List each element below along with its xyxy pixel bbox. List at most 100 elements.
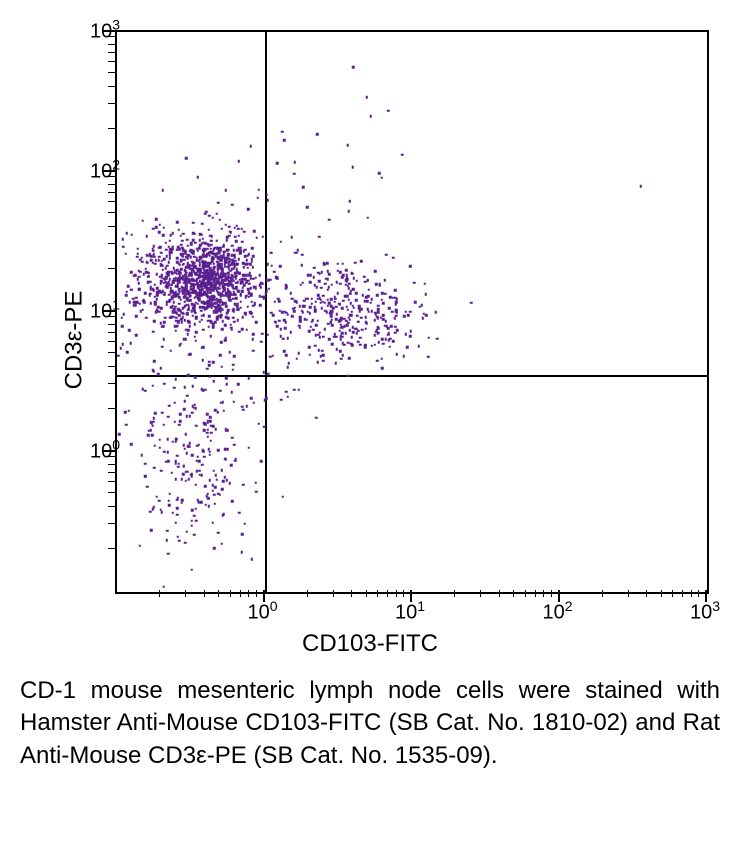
scatter-point: [313, 276, 316, 279]
scatter-point: [165, 282, 168, 285]
scatter-point: [173, 277, 176, 280]
scatter-point: [237, 319, 240, 322]
scatter-point: [227, 253, 230, 256]
scatter-point: [315, 300, 318, 303]
scatter-point: [338, 302, 341, 305]
scatter-point: [233, 256, 236, 259]
scatter-point: [268, 279, 271, 282]
scatter-point: [377, 317, 380, 320]
scatter-point: [222, 480, 225, 483]
scatter-point: [175, 462, 178, 465]
scatter-point: [199, 473, 202, 476]
scatter-point: [155, 496, 158, 499]
scatter-point: [226, 383, 229, 386]
scatter-point: [165, 249, 168, 252]
scatter-point: [436, 337, 439, 340]
scatter-point: [180, 259, 183, 262]
scatter-point: [174, 271, 177, 274]
scatter-point: [231, 273, 234, 276]
y-tick-minor: [108, 72, 115, 73]
scatter-point: [306, 310, 309, 313]
scatter-point: [211, 217, 214, 220]
scatter-point: [300, 264, 303, 267]
scatter-point: [126, 291, 129, 294]
scatter-point: [251, 247, 254, 250]
scatter-point: [151, 384, 154, 387]
scatter-point: [214, 428, 217, 431]
scatter-point: [366, 96, 369, 99]
scatter-point: [279, 335, 282, 338]
scatter-point: [157, 373, 160, 376]
scatter-point: [133, 274, 136, 277]
scatter-point: [219, 316, 222, 319]
scatter-point: [271, 265, 274, 268]
scatter-point: [185, 452, 188, 455]
scatter-point: [383, 279, 386, 282]
scatter-point: [425, 314, 428, 317]
scatter-point: [216, 479, 219, 482]
scatter-point: [341, 307, 344, 310]
scatter-point: [243, 284, 246, 287]
scatter-point: [234, 275, 237, 278]
scatter-point: [157, 306, 160, 309]
scatter-point: [370, 115, 373, 118]
scatter-point: [230, 391, 233, 394]
scatter-point: [121, 325, 124, 328]
scatter-point: [242, 250, 245, 253]
x-tick-minor: [377, 590, 378, 597]
scatter-point: [385, 254, 388, 257]
scatter-point: [158, 500, 161, 503]
scatter-point: [153, 360, 156, 363]
scatter-point: [207, 326, 210, 329]
scatter-point: [328, 218, 331, 221]
scatter-point: [122, 343, 125, 346]
scatter-point: [252, 401, 255, 404]
scatter-point: [350, 336, 353, 339]
x-tick-minor: [185, 590, 186, 597]
scatter-point: [428, 337, 431, 340]
scatter-point: [227, 309, 230, 312]
scatter-point: [374, 319, 377, 322]
scatter-point: [263, 371, 266, 374]
scatter-point: [367, 289, 370, 292]
scatter-point: [322, 294, 325, 297]
scatter-point: [409, 330, 412, 333]
scatter-point: [200, 501, 203, 504]
scatter-point: [341, 354, 344, 357]
scatter-point: [228, 280, 231, 283]
y-tick-label: 100: [90, 437, 120, 464]
scatter-point: [189, 299, 192, 302]
scatter-point: [209, 453, 212, 456]
scatter-point: [137, 253, 140, 256]
scatter-point: [135, 315, 138, 318]
scatter-point: [156, 294, 159, 297]
scatter-point: [138, 288, 141, 291]
scatter-point: [343, 318, 346, 321]
scatter-point: [239, 272, 242, 275]
scatter-point: [308, 330, 311, 333]
scatter-point: [355, 299, 358, 302]
scatter-point: [167, 460, 170, 463]
scatter-point: [377, 325, 380, 328]
scatter-point: [165, 267, 168, 270]
scatter-point: [393, 317, 396, 320]
scatter-point: [384, 293, 387, 296]
scatter-point: [248, 377, 251, 380]
quadrant-line-vertical: [265, 32, 267, 592]
scatter-point: [211, 271, 214, 274]
scatter-point: [151, 288, 154, 291]
scatter-point: [234, 303, 237, 306]
scatter-point: [287, 313, 290, 316]
scatter-point: [192, 221, 195, 224]
scatter-point: [222, 268, 225, 271]
scatter-point: [129, 342, 132, 345]
scatter-point: [176, 507, 179, 510]
scatter-point: [331, 324, 334, 327]
scatter-point: [169, 493, 172, 496]
scatter-point: [172, 311, 175, 314]
scatter-point: [285, 354, 288, 357]
scatter-point: [234, 460, 237, 463]
scatter-point: [246, 259, 249, 262]
scatter-point: [286, 337, 289, 340]
scatter-point: [147, 434, 150, 437]
